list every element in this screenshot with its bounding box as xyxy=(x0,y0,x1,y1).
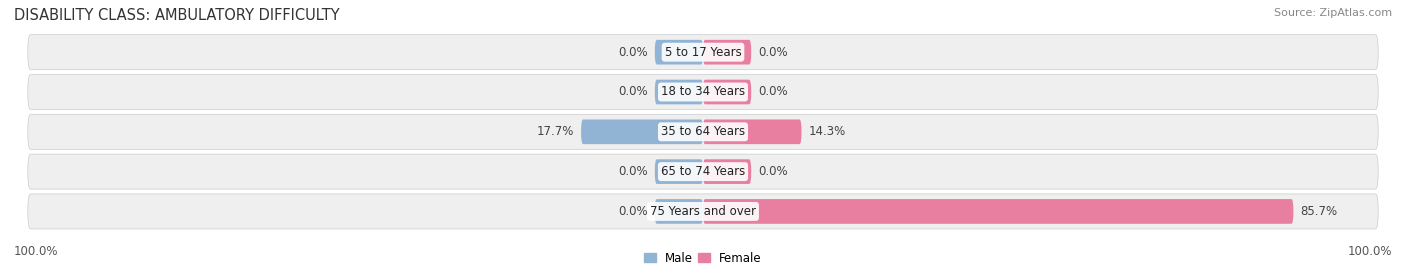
Text: 75 Years and over: 75 Years and over xyxy=(650,205,756,218)
FancyBboxPatch shape xyxy=(703,159,751,184)
Text: 85.7%: 85.7% xyxy=(1301,205,1337,218)
Text: 35 to 64 Years: 35 to 64 Years xyxy=(661,125,745,138)
Text: 65 to 74 Years: 65 to 74 Years xyxy=(661,165,745,178)
Text: 14.3%: 14.3% xyxy=(808,125,845,138)
FancyBboxPatch shape xyxy=(655,80,703,104)
FancyBboxPatch shape xyxy=(655,40,703,65)
FancyBboxPatch shape xyxy=(703,199,1294,224)
FancyBboxPatch shape xyxy=(28,75,1378,109)
Text: DISABILITY CLASS: AMBULATORY DIFFICULTY: DISABILITY CLASS: AMBULATORY DIFFICULTY xyxy=(14,8,340,23)
Text: 0.0%: 0.0% xyxy=(758,46,787,59)
Text: 0.0%: 0.0% xyxy=(619,46,648,59)
Text: 0.0%: 0.0% xyxy=(619,86,648,98)
FancyBboxPatch shape xyxy=(28,194,1378,229)
Text: 0.0%: 0.0% xyxy=(758,86,787,98)
FancyBboxPatch shape xyxy=(28,154,1378,189)
FancyBboxPatch shape xyxy=(581,119,703,144)
Text: 17.7%: 17.7% xyxy=(537,125,574,138)
Text: 100.0%: 100.0% xyxy=(14,245,59,258)
FancyBboxPatch shape xyxy=(28,114,1378,149)
FancyBboxPatch shape xyxy=(655,159,703,184)
FancyBboxPatch shape xyxy=(703,119,801,144)
Text: 18 to 34 Years: 18 to 34 Years xyxy=(661,86,745,98)
Text: 0.0%: 0.0% xyxy=(758,165,787,178)
FancyBboxPatch shape xyxy=(703,80,751,104)
FancyBboxPatch shape xyxy=(703,40,751,65)
Text: 0.0%: 0.0% xyxy=(619,165,648,178)
Text: 0.0%: 0.0% xyxy=(619,205,648,218)
Legend: Male, Female: Male, Female xyxy=(640,247,766,269)
Text: Source: ZipAtlas.com: Source: ZipAtlas.com xyxy=(1274,8,1392,18)
Text: 100.0%: 100.0% xyxy=(1347,245,1392,258)
FancyBboxPatch shape xyxy=(28,35,1378,70)
FancyBboxPatch shape xyxy=(655,199,703,224)
Text: 5 to 17 Years: 5 to 17 Years xyxy=(665,46,741,59)
